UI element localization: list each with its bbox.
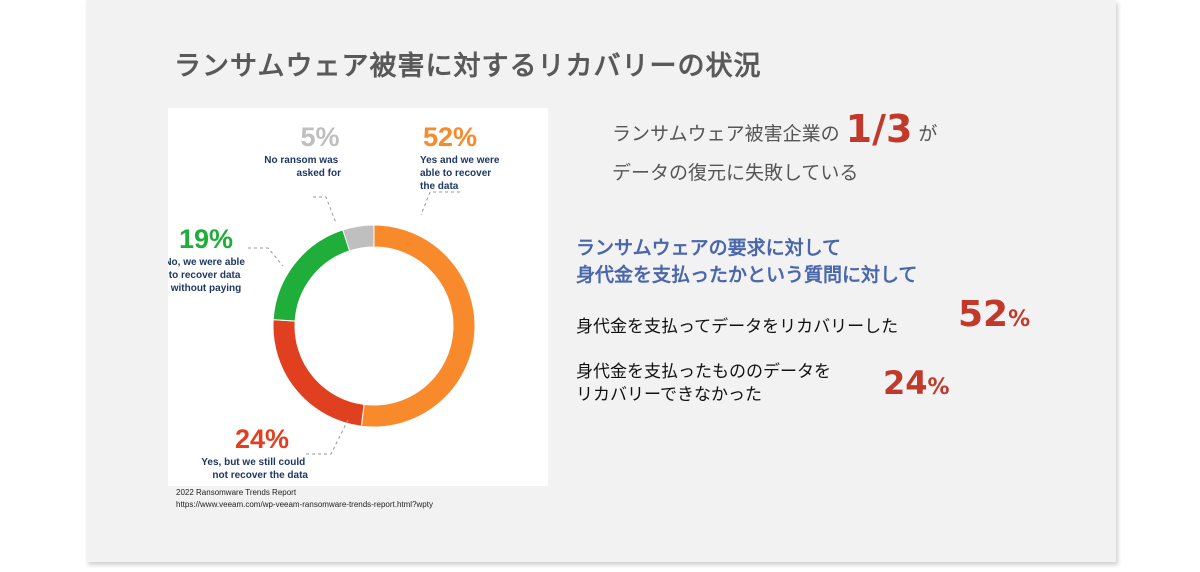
category-label-paid-recovered: Yes and we were able to recover the data xyxy=(420,155,502,192)
question-line2: 身代金を支払ったかという質問に対して xyxy=(576,264,918,286)
stat1-value: 52% xyxy=(958,294,1030,335)
pct-label-recovered-without-paying: 19% xyxy=(179,224,233,254)
pct-label-paid-recovered: 52% xyxy=(423,122,477,152)
leader-line-gray xyxy=(313,196,337,224)
stat1-unit: % xyxy=(1008,307,1031,332)
donut-chart: 5% 52% 19% 24% No ransom was asked for Y… xyxy=(164,122,502,481)
stat2-value: 24% xyxy=(883,364,950,402)
headline-part1: ランサムウェア被害企業の xyxy=(612,123,840,145)
stat2-line2: リカバリーできなかった xyxy=(576,385,762,405)
pct-label-no-ransom: 5% xyxy=(300,122,339,152)
source-citation: 2022 Ransomware Trends Report xyxy=(176,488,297,497)
headline: ランサムウェア被害企業の 1/3 が xyxy=(612,107,937,151)
pct-label-paid-not-recovered: 24% xyxy=(235,424,289,454)
donut-segment-no-ransom xyxy=(342,224,375,252)
slide-title: ランサムウェア被害に対するリカバリーの状況 xyxy=(174,51,762,82)
leader-line-orange xyxy=(420,191,460,216)
donut-chart-panel: 5% 52% 19% 24% No ransom was asked for Y… xyxy=(164,108,548,486)
slide: ランサムウェア被害に対するリカバリーの状況 5% 52% 19% 24% No … xyxy=(86,0,1116,562)
leader-line-red xyxy=(303,419,349,455)
category-label-recovered-without-paying: No, we were able to recover data without… xyxy=(168,257,248,294)
headline-line2: データの復元に失敗している xyxy=(612,162,859,184)
question-line1: ランサムウェアの要求に対して xyxy=(576,237,842,259)
category-label-no-ransom: No ransom was asked for xyxy=(264,155,341,179)
stat2-number: 24 xyxy=(883,364,928,402)
donut-segment-recovered-without-paying xyxy=(272,229,351,322)
donut-segment-paid-not-recovered xyxy=(272,319,365,427)
donut-segment-paid-recovered xyxy=(360,224,476,428)
headline-part2: が xyxy=(918,123,938,145)
stat2-unit: % xyxy=(927,375,950,400)
leader-line-green xyxy=(248,247,284,267)
stat1-number: 52 xyxy=(958,294,1009,335)
stat1-text: 身代金を支払ってデータをリカバリーした xyxy=(576,317,899,337)
source-url: https://www.veeam.com/wp-veeam-ransomwar… xyxy=(176,500,433,509)
category-label-paid-not-recovered: Yes, but we still could not recover the … xyxy=(201,457,308,481)
stat2-line1: 身代金を支払ったもののデータを xyxy=(576,362,831,382)
headline-fraction: 1/3 xyxy=(845,107,913,151)
leader-lines xyxy=(248,191,460,455)
